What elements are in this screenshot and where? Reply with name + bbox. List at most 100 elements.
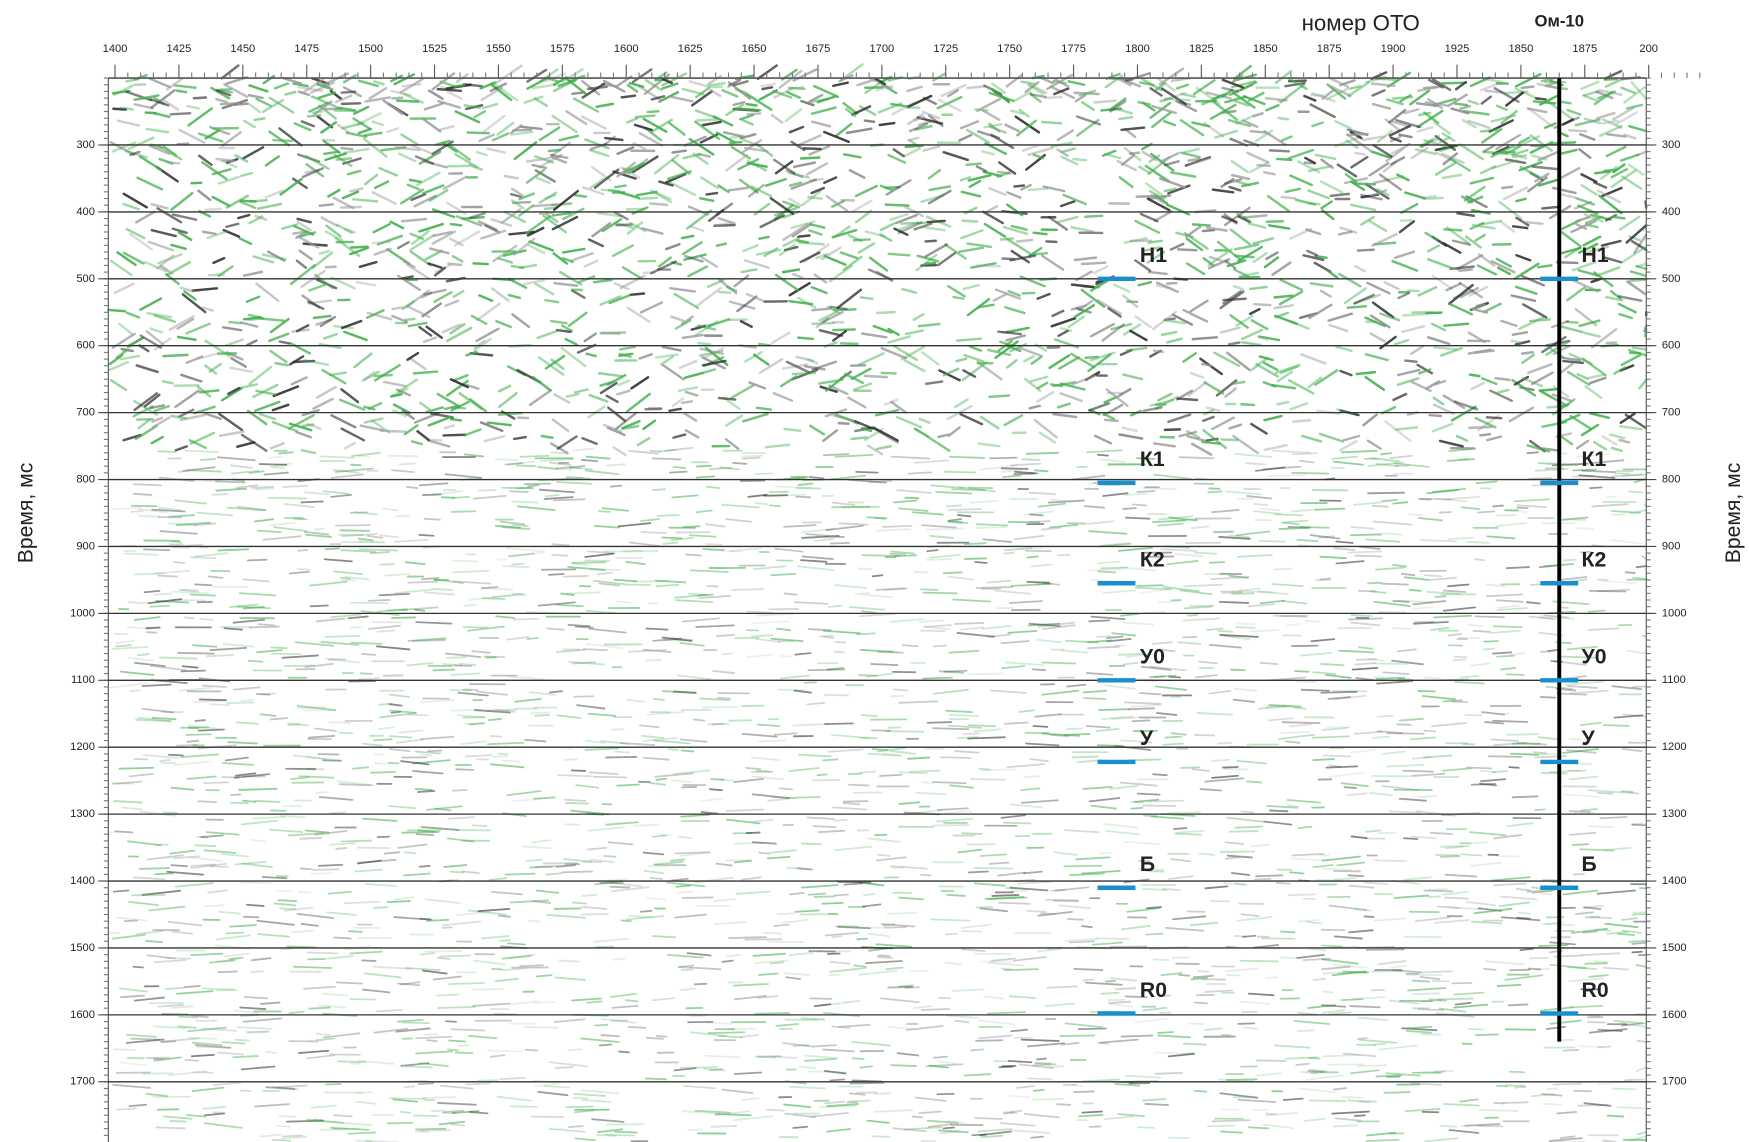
- seismic-wiggle: [880, 775, 902, 776]
- seismic-wiggle: [1283, 722, 1320, 723]
- seismic-wiggle: [271, 647, 286, 648]
- seismic-wiggle: [437, 995, 459, 996]
- seismic-wiggle: [131, 511, 143, 512]
- seismic-wiggle: [1313, 759, 1334, 760]
- seismic-wiggle: [682, 401, 692, 402]
- seismic-wiggle: [1347, 134, 1367, 135]
- seismic-wiggle: [630, 294, 644, 295]
- seismic-wiggle: [417, 834, 434, 835]
- seismic-wiggle: [1564, 519, 1586, 520]
- seismic-wiggle: [1025, 776, 1039, 777]
- seismic-wiggle: [198, 801, 216, 802]
- seismic-wiggle: [211, 704, 229, 705]
- seismic-wiggle: [115, 634, 127, 635]
- seismic-wiggle: [1146, 934, 1163, 935]
- seismic-wiggle: [560, 748, 573, 749]
- seismic-wiggle: [465, 1083, 489, 1084]
- seismic-wiggle: [1174, 828, 1187, 829]
- seismic-wiggle: [874, 1093, 890, 1094]
- seismic-wiggle: [301, 869, 311, 870]
- seismic-wiggle: [1270, 150, 1289, 151]
- seismic-wiggle: [648, 111, 659, 112]
- seismic-wiggle: [877, 312, 894, 313]
- seismic-wiggle: [1270, 810, 1288, 811]
- seismic-wiggle: [269, 457, 281, 458]
- seismic-wiggle: [962, 833, 981, 834]
- seismic-wiggle: [339, 733, 352, 734]
- seismic-wiggle: [308, 115, 320, 116]
- seismic-wiggle: [834, 820, 846, 821]
- seismic-wiggle: [809, 629, 831, 630]
- seismic-wiggle: [658, 515, 679, 516]
- seismic-wiggle: [774, 925, 788, 926]
- seismic-wiggle: [950, 715, 978, 716]
- seismic-wiggle: [330, 722, 350, 723]
- seismic-wiggle: [718, 698, 731, 699]
- seismic-wiggle: [1208, 1126, 1234, 1127]
- seismic-wiggle: [612, 729, 624, 730]
- seismic-wiggle: [703, 549, 723, 550]
- seismic-wiggle: [308, 952, 338, 953]
- seismic-wiggle: [1344, 787, 1356, 788]
- seismic-wiggle: [1541, 697, 1556, 698]
- seismic-wiggle: [992, 895, 1018, 896]
- seismic-wiggle: [891, 1065, 916, 1066]
- seismic-wiggle: [1441, 856, 1460, 857]
- seismic-wiggle: [778, 913, 794, 914]
- seismic-wiggle: [341, 841, 371, 842]
- seismic-wiggle: [1527, 452, 1538, 453]
- seismic-wiggle: [824, 454, 849, 455]
- seismic-wiggle: [834, 652, 844, 653]
- seismic-wiggle: [709, 567, 724, 568]
- seismic-wiggle: [1569, 130, 1586, 131]
- seismic-wiggle: [1016, 836, 1030, 837]
- seismic-wiggle: [1478, 511, 1495, 512]
- seismic-wiggle: [965, 543, 986, 544]
- seismic-wiggle: [1494, 626, 1522, 627]
- seismic-wiggle: [670, 472, 687, 473]
- seismic-wiggle: [449, 1040, 465, 1041]
- seismic-wiggle: [567, 592, 600, 593]
- seismic-wiggle: [109, 933, 120, 934]
- seismic-wiggle: [160, 657, 197, 658]
- seismic-wiggle: [1424, 891, 1452, 892]
- seismic-wiggle: [161, 1041, 176, 1042]
- seismic-wiggle: [422, 1097, 454, 1098]
- seismic-wiggle: [1564, 1050, 1579, 1051]
- seismic-wiggle: [575, 195, 586, 196]
- seismic-wiggle: [359, 542, 384, 543]
- seismic-wiggle: [1138, 1127, 1154, 1128]
- seismic-wiggle: [832, 936, 842, 937]
- seismic-wiggle: [1227, 975, 1240, 976]
- seismic-wiggle: [1553, 1084, 1581, 1085]
- seismic-wiggle: [171, 113, 190, 114]
- seismic-wiggle: [150, 606, 169, 607]
- seismic-wiggle: [711, 1126, 736, 1127]
- seismic-wiggle: [1322, 945, 1342, 946]
- seismic-wiggle: [362, 960, 376, 961]
- chart: 1400142514501475150015251550157516001625…: [0, 0, 1749, 1142]
- seismic-wiggle: [812, 309, 830, 311]
- seismic-wiggle: [206, 209, 221, 210]
- seismic-wiggle: [406, 1066, 432, 1067]
- seismic-wiggle: [1570, 811, 1590, 812]
- seismic-wiggle: [1158, 1032, 1173, 1033]
- seismic-wiggle: [610, 887, 629, 888]
- seismic-wiggle: [1413, 993, 1439, 994]
- seismic-wiggle: [1004, 1112, 1014, 1113]
- seismic-wiggle: [957, 737, 978, 738]
- seismic-wiggle: [946, 934, 957, 935]
- seismic-wiggle: [967, 164, 981, 165]
- seismic-wiggle: [934, 645, 947, 646]
- seismic-wiggle: [886, 205, 909, 206]
- seismic-wiggle: [927, 722, 951, 723]
- seismic-wiggle: [639, 198, 657, 199]
- seismic-wiggle: [1034, 1090, 1044, 1091]
- seismic-wiggle: [955, 623, 984, 624]
- seismic-wiggle: [908, 758, 929, 759]
- seismic-wiggle: [1277, 883, 1290, 884]
- seismic-wiggle: [698, 343, 709, 344]
- seismic-wiggle: [646, 629, 667, 630]
- seismic-wiggle: [1116, 988, 1135, 989]
- seismic-wiggle: [767, 1110, 784, 1111]
